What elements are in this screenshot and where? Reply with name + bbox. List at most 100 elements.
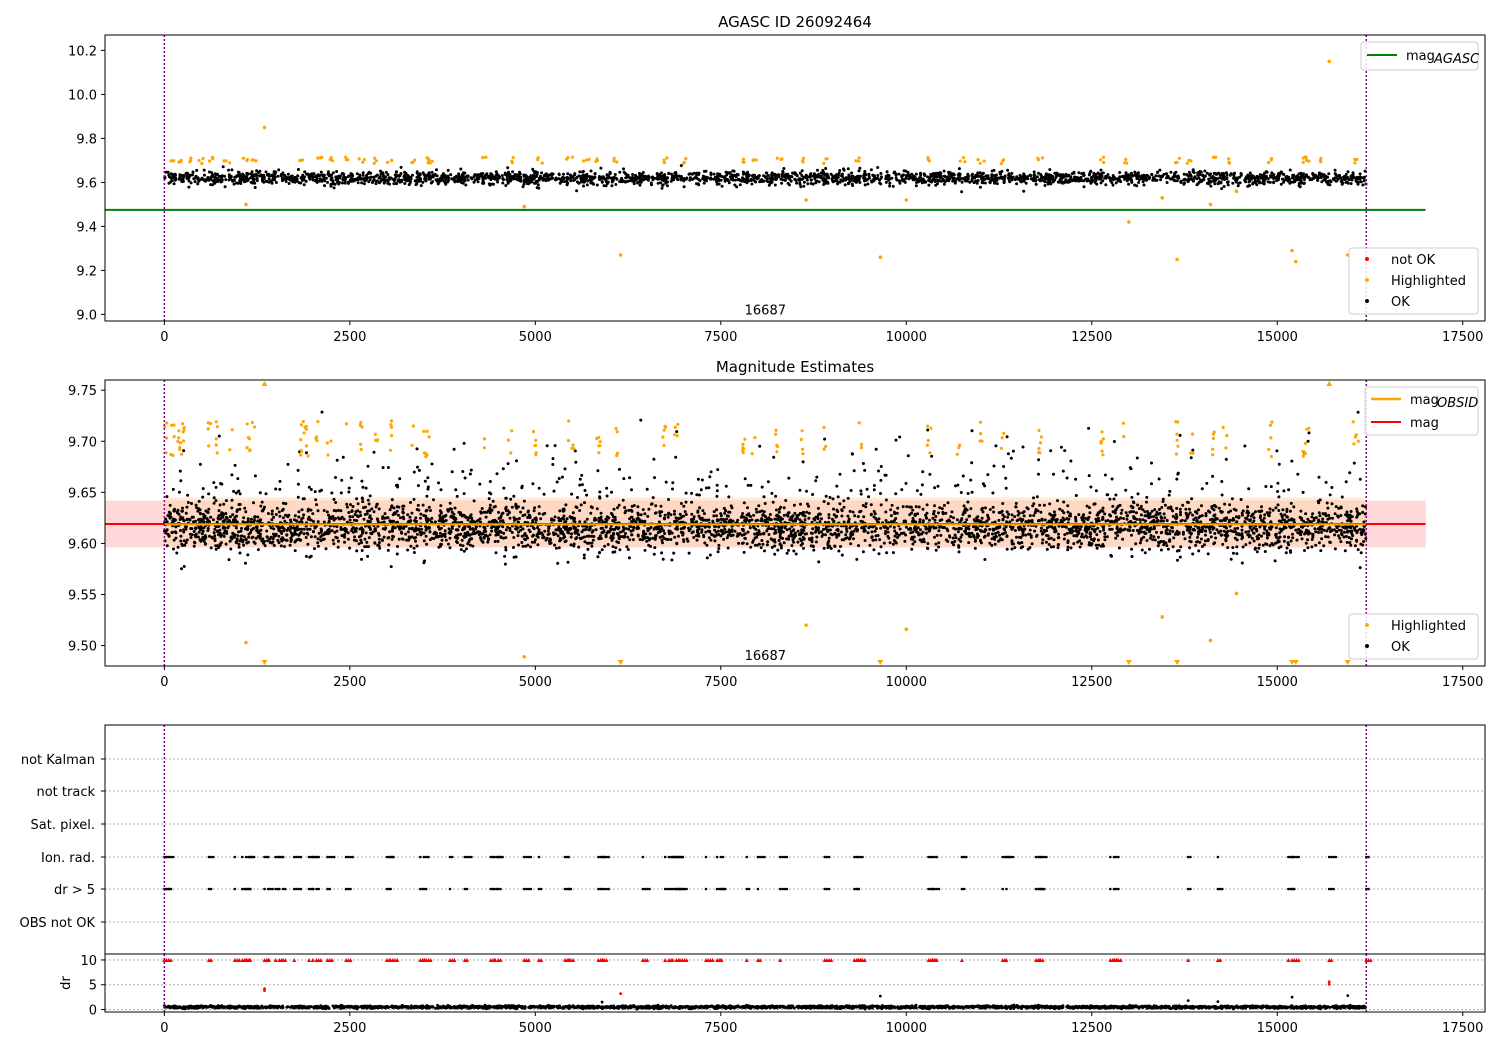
ok-point bbox=[644, 177, 648, 181]
ok-point bbox=[532, 533, 535, 537]
ok-point bbox=[841, 179, 845, 183]
ok-point bbox=[936, 484, 940, 488]
ok-point bbox=[278, 487, 282, 491]
ok-point bbox=[1295, 176, 1299, 180]
ok-point bbox=[1123, 527, 1127, 531]
highlighted-point bbox=[1160, 196, 1165, 200]
ok-point bbox=[1222, 173, 1226, 177]
ok-point bbox=[1005, 435, 1009, 439]
ok-point bbox=[1066, 545, 1070, 549]
ok-point bbox=[368, 514, 372, 518]
ok-point bbox=[941, 510, 945, 514]
ok-point bbox=[872, 179, 876, 183]
ok-point bbox=[341, 181, 344, 185]
ok-point bbox=[778, 507, 781, 511]
ok-point bbox=[1176, 471, 1180, 475]
ok-point bbox=[476, 173, 480, 177]
ok-point bbox=[425, 494, 429, 498]
ok-point bbox=[750, 182, 754, 186]
ok-point bbox=[331, 180, 335, 184]
ok-point bbox=[177, 177, 181, 181]
ok-point bbox=[1317, 511, 1321, 515]
ok-point bbox=[1253, 181, 1257, 185]
ok-point bbox=[992, 174, 996, 177]
ok-point bbox=[1145, 525, 1149, 529]
ok-point bbox=[627, 556, 631, 560]
ok-point bbox=[366, 554, 370, 558]
ok-point bbox=[1143, 551, 1147, 555]
ok-point bbox=[217, 434, 221, 438]
ok-point bbox=[755, 510, 759, 514]
ok-point bbox=[1010, 171, 1014, 175]
ok-point bbox=[1039, 526, 1043, 530]
ok-point bbox=[934, 179, 938, 182]
ok-point bbox=[236, 534, 240, 538]
highlighted-point bbox=[427, 158, 431, 163]
ok-point bbox=[1054, 174, 1058, 178]
ok-point bbox=[676, 178, 680, 182]
ok-point bbox=[831, 497, 835, 501]
ok-point bbox=[416, 484, 420, 488]
ok-point bbox=[440, 538, 444, 542]
ok-point bbox=[974, 174, 978, 178]
ok-point bbox=[830, 177, 834, 181]
ok-point bbox=[535, 171, 539, 174]
ok-point bbox=[272, 544, 276, 547]
ok-point bbox=[850, 171, 854, 175]
ok-point bbox=[952, 516, 955, 520]
ok-point bbox=[180, 174, 184, 177]
ok-points bbox=[163, 164, 1368, 194]
ok-point bbox=[1174, 513, 1178, 516]
ok-point bbox=[808, 173, 812, 177]
ok-point bbox=[631, 173, 635, 176]
ok-point bbox=[303, 170, 307, 174]
ok-point bbox=[189, 181, 193, 185]
ok-point bbox=[1120, 508, 1124, 512]
ok-point bbox=[1144, 176, 1148, 179]
ok-point bbox=[349, 176, 353, 180]
ok-point bbox=[240, 176, 244, 180]
ok-point bbox=[1015, 535, 1018, 539]
highlighted-point bbox=[1102, 160, 1106, 165]
ok-point bbox=[449, 173, 453, 177]
ok-point bbox=[1028, 546, 1032, 550]
ok-point bbox=[1223, 502, 1227, 506]
ok-point bbox=[349, 503, 352, 507]
highlighted-point bbox=[208, 159, 212, 163]
ok-point bbox=[469, 176, 473, 180]
ok-point bbox=[1127, 182, 1131, 186]
ok-point bbox=[1297, 184, 1301, 188]
ok-point bbox=[792, 503, 796, 507]
ok-point bbox=[379, 172, 383, 176]
ok-point bbox=[347, 174, 351, 178]
ok-point bbox=[329, 182, 333, 186]
ok-point bbox=[473, 178, 477, 182]
ok-point bbox=[1298, 178, 1302, 182]
ok-point bbox=[1295, 538, 1299, 542]
ok-point bbox=[546, 529, 550, 533]
ok-point bbox=[589, 169, 593, 173]
ok-point bbox=[383, 180, 387, 184]
ok-point bbox=[356, 181, 360, 185]
ok-point bbox=[820, 176, 823, 180]
ok-point bbox=[1258, 525, 1262, 529]
ok-point bbox=[1339, 176, 1343, 180]
ok-point bbox=[1124, 171, 1128, 175]
ok-point bbox=[1244, 543, 1248, 547]
ok-point bbox=[450, 470, 454, 474]
highlighted-point bbox=[201, 156, 205, 161]
ok-point bbox=[1235, 177, 1239, 181]
ok-point bbox=[289, 175, 293, 178]
ok-point bbox=[749, 179, 753, 182]
ok-point bbox=[976, 179, 980, 182]
ok-point bbox=[566, 176, 570, 180]
ok-point bbox=[490, 174, 494, 178]
ok-point bbox=[356, 502, 360, 506]
ok-point bbox=[816, 506, 820, 510]
ok-point bbox=[433, 173, 437, 177]
ok-point bbox=[1255, 550, 1259, 554]
ok-point bbox=[545, 177, 548, 181]
ok-point bbox=[203, 173, 206, 177]
ok-point bbox=[503, 554, 507, 558]
ok-point bbox=[793, 171, 797, 175]
